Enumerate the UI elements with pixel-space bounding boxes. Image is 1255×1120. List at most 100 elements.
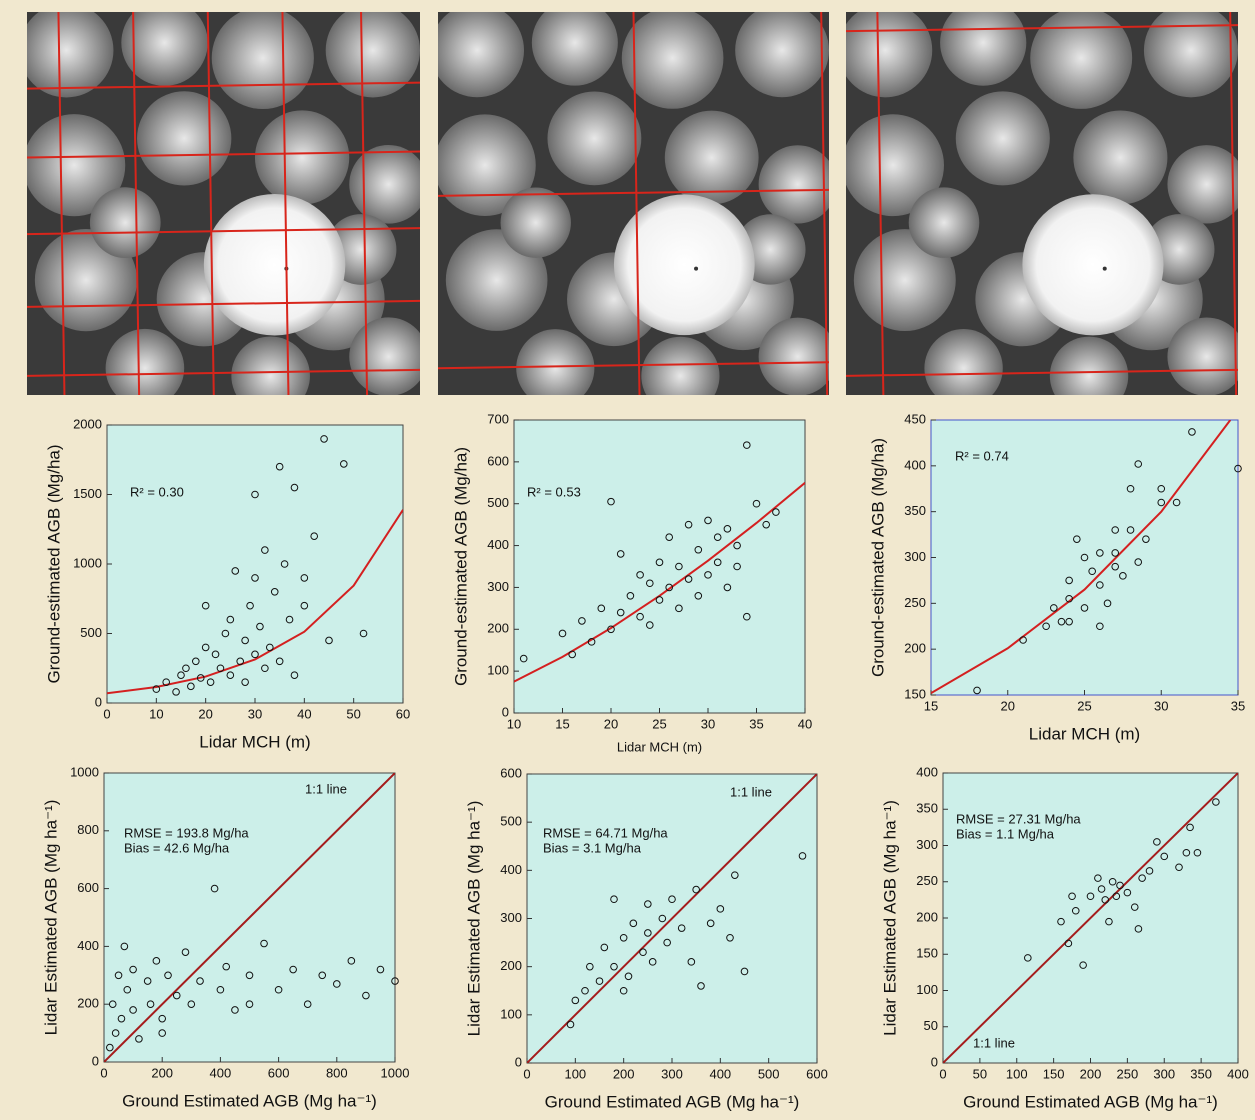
grid-cell: [27, 227, 420, 236]
data-point: [300, 601, 309, 610]
data-point: [1073, 535, 1081, 543]
crown: [1030, 12, 1133, 109]
data-point: [655, 596, 664, 604]
crown: [27, 12, 114, 98]
data-point: [275, 462, 284, 471]
data-point: [1079, 961, 1087, 969]
x-tick-label: 300: [1153, 1066, 1175, 1081]
y-tick-label: 1500: [73, 486, 102, 501]
data-point: [624, 972, 633, 981]
data-point: [310, 532, 319, 541]
data-point: [675, 562, 683, 571]
data-point: [694, 592, 703, 600]
crown: [516, 329, 595, 395]
crown: [500, 187, 571, 258]
data-point: [320, 435, 328, 443]
grid-cell: [1229, 12, 1238, 395]
data-point: [723, 525, 732, 533]
y-tick-label: 1000: [73, 555, 102, 570]
data-point: [251, 490, 259, 499]
y-tick-label: 600: [500, 765, 522, 780]
data-point: [616, 550, 625, 558]
data-point: [607, 497, 615, 506]
y-tick-label: 350: [904, 503, 926, 518]
data-point: [1160, 852, 1169, 861]
grid-cell: [438, 361, 829, 370]
grid-cell: [206, 12, 215, 395]
data-point: [221, 629, 230, 638]
crown: [89, 187, 161, 259]
crown: [940, 12, 1027, 86]
data-point: [201, 601, 210, 610]
plot-area: [513, 419, 806, 714]
annotation: R² = 0.30: [130, 484, 184, 499]
data-point: [752, 499, 761, 508]
data-point: [231, 1006, 239, 1014]
data-point: [280, 560, 289, 568]
crown: [846, 12, 933, 98]
crown: [613, 194, 755, 336]
data-point: [216, 985, 225, 994]
data-point: [1096, 581, 1104, 589]
data-point: [111, 1029, 120, 1037]
data-point: [658, 914, 667, 923]
data-point: [1108, 877, 1117, 886]
grid-cell: [27, 299, 420, 308]
data-point: [655, 558, 664, 567]
data-point: [697, 982, 705, 990]
data-point: [1188, 428, 1196, 436]
data-point: [704, 571, 712, 579]
x-tick-label: 1000: [381, 1065, 410, 1080]
data-point: [206, 678, 215, 686]
data-point: [196, 977, 204, 985]
y-tick-label: 150: [904, 686, 926, 701]
data-point: [1065, 617, 1073, 626]
y-tick-label: 300: [916, 837, 938, 852]
data-point: [196, 674, 205, 682]
data-point: [733, 541, 741, 550]
y-tick-label: 500: [487, 495, 509, 510]
data-point: [694, 545, 703, 554]
grid-cell: [632, 12, 641, 395]
crown: [846, 114, 944, 217]
data-point: [1212, 798, 1220, 806]
data-point: [600, 943, 609, 952]
data-point: [1111, 526, 1119, 534]
data-point: [619, 933, 628, 942]
data-point: [158, 1029, 166, 1037]
x-tick-label: 15: [555, 716, 569, 731]
crown: [758, 317, 829, 395]
data-point: [772, 508, 780, 516]
data-point: [1111, 562, 1119, 571]
y-tick-label: 200: [487, 621, 509, 636]
x-tick-label: 20: [1001, 698, 1015, 713]
x-tick-label: 25: [652, 716, 666, 731]
data-point: [211, 650, 220, 659]
y-tick-label: 400: [77, 938, 99, 953]
canopy-image: [27, 12, 420, 395]
grid-cell: [876, 12, 885, 395]
fit-line: [104, 773, 395, 1062]
y-tick-label: 100: [916, 982, 938, 997]
annotation: RMSE = 27.31 Mg/ha: [956, 811, 1081, 826]
data-point: [644, 900, 652, 908]
data-point: [597, 604, 606, 613]
data-point: [1116, 881, 1124, 890]
data-point: [270, 588, 279, 596]
annotation: RMSE = 64.71 Mg/ha: [543, 825, 668, 840]
y-axis-label: Ground-estimated AGB (Mg/ha): [868, 438, 887, 677]
data-point: [1134, 558, 1143, 566]
data-point: [519, 654, 528, 663]
y-tick-label: 0: [95, 694, 102, 709]
data-point: [1126, 484, 1135, 493]
x-tick-label: 200: [151, 1065, 173, 1080]
data-point: [581, 986, 589, 995]
y-tick-label: 100: [487, 663, 509, 678]
crown: [137, 91, 232, 186]
data-point: [274, 985, 283, 994]
fit-line: [943, 773, 1238, 1063]
data-point: [162, 678, 170, 686]
x-tick-label: 300: [661, 1066, 683, 1081]
x-tick-label: 50: [973, 1066, 987, 1081]
y-tick-label: 400: [916, 764, 938, 779]
